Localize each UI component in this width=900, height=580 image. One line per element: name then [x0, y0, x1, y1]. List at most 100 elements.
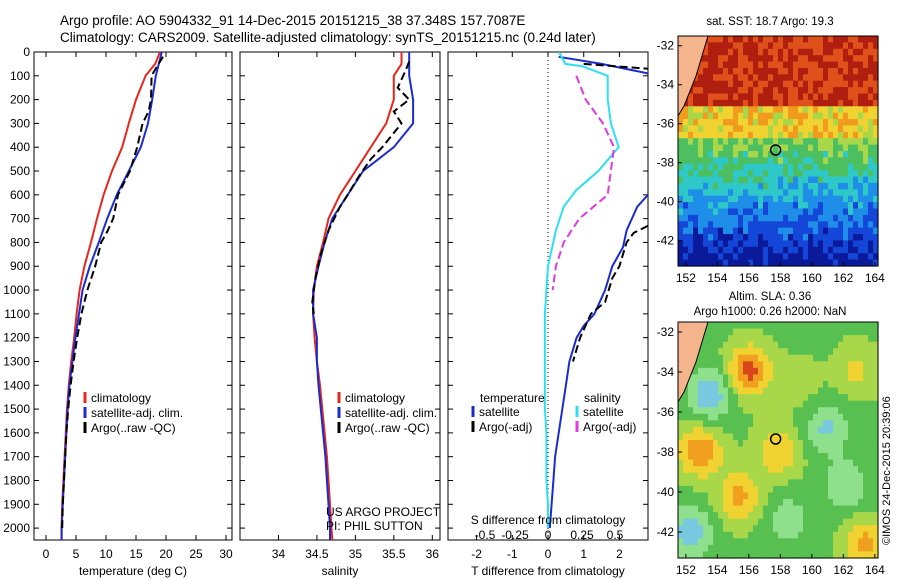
sla_map-cell: [778, 394, 784, 402]
sla_map-cell: [863, 453, 869, 461]
sst_map-cell: [723, 106, 729, 114]
sla_map-cell: [743, 328, 749, 336]
sst_map-cell: [793, 144, 799, 152]
sst_map-cell: [768, 202, 774, 210]
sla_map-cell: [808, 440, 814, 448]
sst_map-cell: [868, 202, 874, 210]
sst_map-cell: [678, 253, 684, 261]
sla_map-cell: [688, 492, 694, 500]
sla_map-cell: [868, 499, 874, 507]
sst_map-cell: [728, 195, 734, 203]
sst_map-cell: [873, 234, 879, 242]
sla_map-cell: [718, 361, 724, 369]
sla_map-cell: [688, 538, 694, 546]
sla_map-cell: [733, 446, 739, 454]
sla_map-cell: [743, 505, 749, 513]
sla_map-cell: [748, 472, 754, 480]
sst_map-cell: [863, 61, 869, 69]
sla_map-cell: [823, 551, 829, 559]
sst_map-cell: [698, 74, 704, 82]
sst_map-cell: [788, 253, 794, 261]
sla_map-cell: [723, 538, 729, 546]
sst_map-cell: [718, 214, 724, 222]
sst_map-cell: [683, 106, 689, 114]
sla_map-cell: [728, 505, 734, 513]
sst_map-cell: [823, 125, 829, 133]
sla_map-cell: [833, 400, 839, 408]
sst_map-cell: [763, 144, 769, 152]
sst_map-cell: [778, 106, 784, 114]
sla_map-cell: [793, 440, 799, 448]
sla_map-cell: [778, 400, 784, 408]
sst_map-cell: [718, 138, 724, 146]
difference-series-line: [558, 55, 648, 75]
sla_map-cell: [713, 466, 719, 474]
sst_map-cell: [833, 151, 839, 158]
sst_map-cell: [838, 131, 844, 139]
sst_map-cell: [683, 176, 689, 184]
sst_map-cell: [828, 48, 834, 56]
sla_map-cell: [713, 354, 719, 362]
sst_map-cell: [728, 214, 734, 222]
sla_map-cell: [773, 433, 779, 441]
sla_map-cell: [763, 341, 769, 349]
sla_map-cell: [838, 374, 844, 382]
sst_map-cell: [723, 42, 729, 50]
sla_map-cell: [853, 394, 859, 402]
sst_map-cell: [728, 87, 734, 95]
sst_map-cell: [803, 99, 809, 107]
sst_map-cell: [858, 67, 864, 75]
sst_map-cell: [868, 221, 874, 229]
sla_map-cell: [718, 551, 724, 559]
sla_map-cell: [738, 426, 744, 435]
sst_map-cell: [698, 144, 704, 152]
sla_map-cell: [868, 413, 874, 421]
sla_map-cell: [723, 407, 729, 415]
sla_map-cell: [783, 328, 789, 336]
sla_map-cell: [738, 453, 744, 461]
sst_map-cell: [753, 163, 759, 171]
sst_map-cell: [828, 106, 834, 114]
sst_map-cell: [808, 80, 814, 88]
sst_map-cell: [798, 189, 804, 197]
sst_map-cell: [863, 259, 869, 267]
sst_map-cell: [793, 138, 799, 146]
sst_map-cell: [828, 176, 834, 184]
sla_map-cell: [783, 335, 789, 343]
sla_map-cell: [753, 459, 759, 467]
sla_map-cell: [768, 485, 774, 494]
sst_map-cell: [728, 240, 734, 248]
sst_map-cell: [803, 151, 809, 158]
sla_map-cell: [863, 394, 869, 402]
sla_map-cell: [718, 354, 724, 362]
sst_map-cell: [708, 176, 714, 184]
sla_map-cell: [873, 453, 879, 461]
sla_map-cell: [848, 433, 854, 441]
sla_map-cell: [783, 538, 789, 546]
sla_map-cell: [688, 459, 694, 467]
sst_map-cell: [678, 214, 684, 222]
sst_map-cell: [703, 138, 709, 146]
sst_map-cell: [773, 80, 779, 88]
sla_map-cell: [873, 544, 879, 553]
sla_map-cell: [733, 512, 739, 520]
sla_map-cell: [813, 551, 819, 559]
sst_map-cell: [753, 119, 759, 127]
sst_map-cell: [693, 182, 699, 190]
sst_map-cell: [713, 74, 719, 82]
sla_map-cell: [863, 400, 869, 408]
sst_map-cell: [733, 42, 739, 50]
sla_map-cell: [678, 472, 684, 480]
sst_map-cell: [768, 112, 774, 120]
sla_map-cell: [778, 531, 784, 539]
sst_map-cell: [803, 195, 809, 203]
sla_map-cell: [823, 335, 829, 343]
sla_map-cell: [828, 433, 834, 441]
sla_map-cell: [703, 387, 709, 395]
sla_map-cell: [693, 374, 699, 382]
sst_map-cell: [858, 234, 864, 242]
sla_map-cell: [748, 505, 754, 513]
sla_map-cell: [853, 551, 859, 559]
sst_map-cell: [843, 214, 849, 222]
sla_map-cell: [838, 400, 844, 408]
